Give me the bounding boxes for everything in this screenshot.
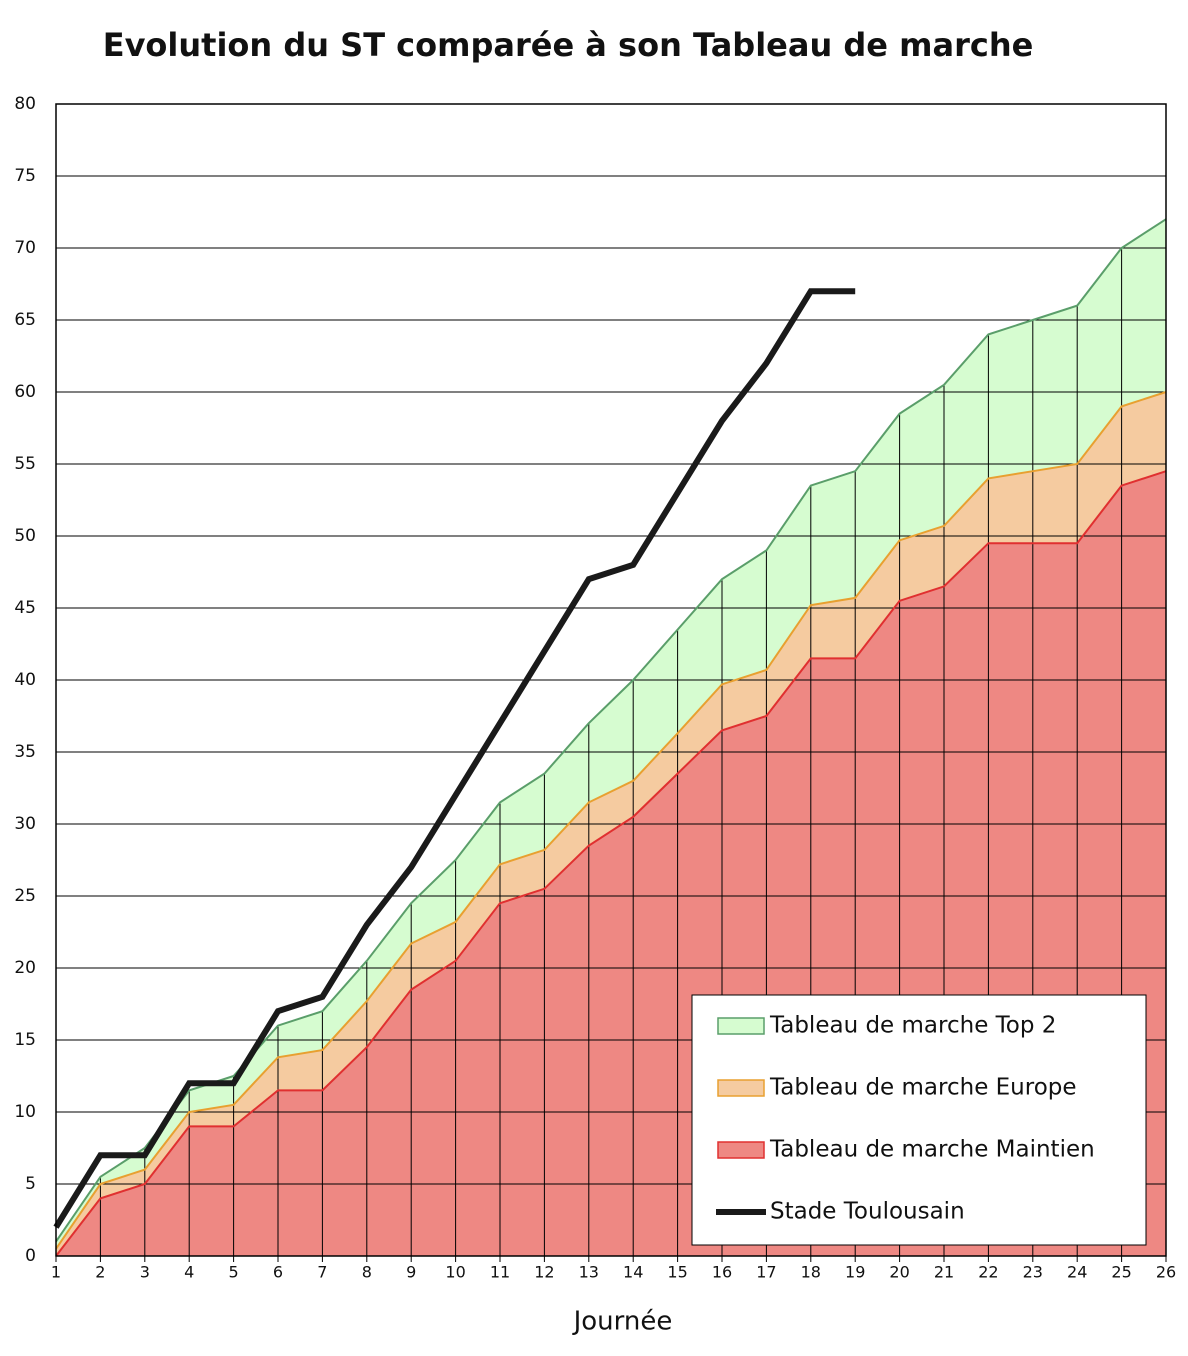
x-tick-label: 20 [889, 1263, 909, 1282]
y-tick-label: 80 [14, 94, 36, 114]
x-tick-label: 13 [579, 1263, 599, 1282]
x-tick-label: 22 [978, 1263, 998, 1282]
y-tick-label: 0 [25, 1246, 36, 1266]
y-tick-label: 25 [14, 886, 36, 906]
x-tick-label: 18 [801, 1263, 821, 1282]
y-tick-label: 50 [14, 526, 36, 546]
legend-label: Tableau de marche Top 2 [769, 1013, 1056, 1039]
y-tick-label: 30 [14, 814, 36, 834]
x-tick-label: 11 [490, 1263, 510, 1282]
x-tick-label: 4 [184, 1263, 194, 1282]
x-axis-label: Journée [572, 1307, 673, 1337]
x-tick-label: 24 [1067, 1263, 1087, 1282]
legend-box [691, 994, 1147, 1246]
y-tick-label: 15 [14, 1030, 36, 1050]
legend: Tableau de marche Top 2 Tableau de marche… [691, 994, 1147, 1246]
area-outline [55, 470, 1167, 1257]
x-tick-label: 23 [1023, 1263, 1043, 1282]
x-tick-label: 8 [362, 1263, 372, 1282]
y-tick-label: 5 [25, 1174, 36, 1194]
x-tick-label: 21 [934, 1263, 954, 1282]
x-tick-label: 5 [229, 1263, 239, 1282]
y-tick-label: 40 [14, 670, 36, 690]
y-tick-label: 35 [14, 742, 36, 762]
x-tick-label: 1 [51, 1263, 61, 1282]
y-tick-label: 45 [14, 598, 36, 618]
y-tick-label: 65 [14, 310, 36, 330]
legend-swatch [717, 1079, 765, 1097]
x-tick-label: 17 [756, 1263, 776, 1282]
legend-label: Tableau de marche Europe [769, 1075, 1077, 1101]
y-tick-label: 70 [14, 238, 36, 258]
legend-swatch [717, 1017, 765, 1035]
x-tick-label: 19 [845, 1263, 865, 1282]
y-tick-label: 75 [14, 166, 36, 186]
x-tick-label: 16 [712, 1263, 732, 1282]
x-tick-label: 3 [140, 1263, 150, 1282]
y-tick-label: 60 [14, 382, 36, 402]
x-tick-label: 9 [406, 1263, 416, 1282]
x-tick-label: 2 [95, 1263, 105, 1282]
x-tick-label: 6 [273, 1263, 283, 1282]
legend-label: Stade Toulousain [770, 1199, 965, 1225]
y-tick-label: 55 [14, 454, 36, 474]
legend-label: Tableau de marche Maintien [769, 1137, 1095, 1163]
x-tick-label: 10 [445, 1263, 465, 1282]
legend-swatch [717, 1141, 765, 1159]
x-tick-label: 14 [623, 1263, 643, 1282]
y-tick-label: 10 [14, 1102, 36, 1122]
plot-frame [55, 103, 1167, 1257]
line [53, 288, 856, 1229]
y-tick-label: 20 [14, 958, 36, 978]
chart-title: Evolution du ST comparée à son Tableau d… [103, 26, 1034, 64]
area-outline [55, 391, 1167, 1250]
x-tick-label: 15 [667, 1263, 687, 1282]
x-tick-label: 26 [1156, 1263, 1176, 1282]
x-tick-label: 7 [317, 1263, 327, 1282]
x-tick-label: 25 [1111, 1263, 1131, 1282]
x-tick-label: 12 [534, 1263, 554, 1282]
